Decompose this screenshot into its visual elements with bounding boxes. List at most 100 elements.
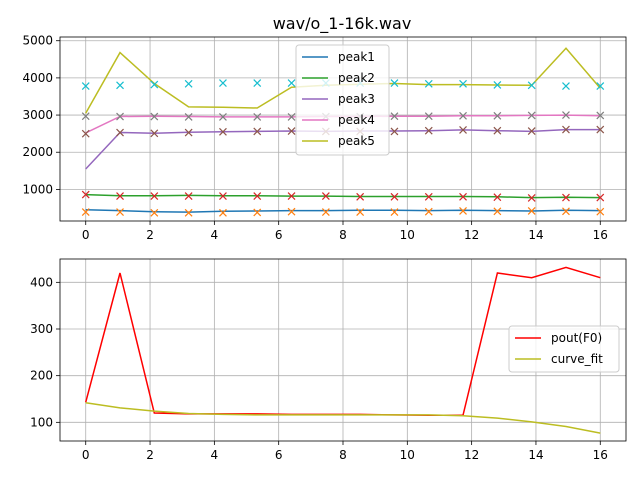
chart-title: wav/o_1-16k.wav — [273, 14, 412, 34]
x-marker-point — [424, 126, 433, 135]
x-tick-label: 12 — [464, 228, 479, 242]
legend-label: peak2 — [338, 71, 375, 85]
x-marker-point — [287, 79, 296, 88]
x-marker-point — [459, 126, 467, 134]
x-marker-point — [253, 112, 262, 121]
x-marker-point — [150, 112, 159, 121]
legend-label: peak1 — [338, 50, 375, 64]
x-marker-point — [356, 192, 365, 201]
x-marker-point — [287, 112, 296, 121]
x-marker-point — [287, 192, 296, 201]
top-plot: 0 2 4 6 8 10 12 14 16 1000 2000 3000 4000 5000 peak1 pe… — [22, 34, 627, 242]
x-tick-label: 4 — [211, 448, 219, 462]
legend-label: peak5 — [338, 134, 375, 148]
x-marker-point — [81, 129, 90, 138]
x-marker-point — [527, 81, 536, 90]
x-marker-point — [424, 192, 433, 201]
x-tick-label: 14 — [528, 448, 543, 462]
x-marker-point — [390, 208, 399, 217]
legend-label: curve_fit — [551, 352, 603, 366]
series-line-curve-fit — [85, 401, 601, 434]
x-marker-point — [493, 193, 502, 202]
x-marker-point — [184, 112, 193, 121]
x-tick-label: 8 — [339, 228, 347, 242]
x-marker-point — [116, 112, 124, 121]
x-tick-label: 2 — [146, 448, 154, 462]
x-marker-point — [219, 112, 227, 121]
y-tick-label: 5000 — [22, 34, 53, 48]
x-marker-point — [527, 194, 536, 202]
x-marker-point — [390, 79, 399, 88]
x-marker-point — [424, 79, 433, 88]
x-marker-point — [562, 82, 570, 90]
x-marker-point — [116, 192, 124, 201]
x-tick-label: 16 — [593, 228, 608, 242]
x-marker-point — [390, 112, 399, 121]
y-tick-label: 200 — [30, 369, 53, 383]
legend-label: pout(F0) — [551, 331, 602, 345]
x-marker-point — [562, 125, 570, 134]
x-marker-point — [562, 193, 570, 202]
x-marker-point — [493, 111, 502, 120]
x-tick-label: 10 — [400, 448, 415, 462]
x-marker-point — [596, 82, 605, 90]
x-marker-point — [459, 79, 467, 88]
x-marker-point — [493, 207, 502, 216]
y-tick-label: 400 — [30, 275, 53, 289]
x-marker-point — [81, 112, 90, 121]
y-tick-label: 4000 — [22, 71, 53, 85]
x-marker-point — [287, 127, 296, 135]
series-line-peak1 — [85, 209, 601, 213]
x-tick-label: 12 — [464, 448, 479, 462]
y-tick-label: 300 — [30, 322, 53, 336]
x-marker-point — [116, 208, 124, 217]
x-marker-point — [116, 81, 124, 90]
x-tick-label: 0 — [82, 228, 90, 242]
x-marker-point — [184, 192, 193, 201]
x-marker-point — [184, 128, 193, 137]
x-tick-label: 8 — [339, 448, 347, 462]
x-tick-label: 2 — [146, 228, 154, 242]
x-tick-label: 16 — [593, 448, 608, 462]
x-marker-point — [527, 207, 536, 215]
x-marker-point — [493, 81, 502, 89]
y-tick-label: 2000 — [22, 145, 53, 159]
x-marker-point — [596, 125, 605, 134]
x-marker-point — [562, 111, 570, 119]
x-marker-point — [116, 128, 124, 137]
x-marker-point — [356, 208, 365, 217]
y-tick-label: 100 — [30, 415, 53, 429]
x-marker-point — [81, 190, 90, 199]
x-marker-point — [219, 79, 227, 88]
x-tick-label: 6 — [275, 228, 283, 242]
x-tick-label: 10 — [400, 228, 415, 242]
x-marker-point — [150, 208, 159, 217]
x-marker-point — [253, 208, 262, 217]
x-marker-point — [459, 111, 467, 120]
x-marker-point — [390, 192, 399, 201]
x-marker-point — [424, 112, 433, 121]
x-marker-point — [253, 79, 262, 88]
y-tick-label: 3000 — [22, 108, 53, 122]
x-marker-point — [219, 192, 227, 201]
x-marker-point — [459, 207, 467, 215]
x-tick-label: 6 — [275, 448, 283, 462]
x-tick-label: 0 — [82, 448, 90, 462]
x-marker-point — [219, 127, 227, 136]
x-marker-point — [527, 127, 536, 135]
x-marker-point — [184, 79, 193, 88]
x-marker-point — [596, 207, 605, 216]
x-marker-point — [150, 129, 159, 138]
bottom-plot: 0 2 4 6 8 10 12 14 16 100 200 300 400 pout(F0) curve_f… — [30, 258, 627, 462]
x-marker-point — [219, 208, 227, 217]
x-tick-label: 14 — [528, 228, 543, 242]
x-marker-point — [150, 80, 159, 89]
x-marker-point — [596, 193, 605, 202]
x-marker-point — [184, 208, 193, 217]
legend-box — [295, 44, 390, 156]
x-marker-point — [424, 207, 433, 216]
x-marker-point — [321, 208, 330, 217]
y-tick-label: 1000 — [22, 182, 53, 196]
x-marker-point — [321, 192, 330, 201]
x-marker-point — [596, 111, 605, 120]
